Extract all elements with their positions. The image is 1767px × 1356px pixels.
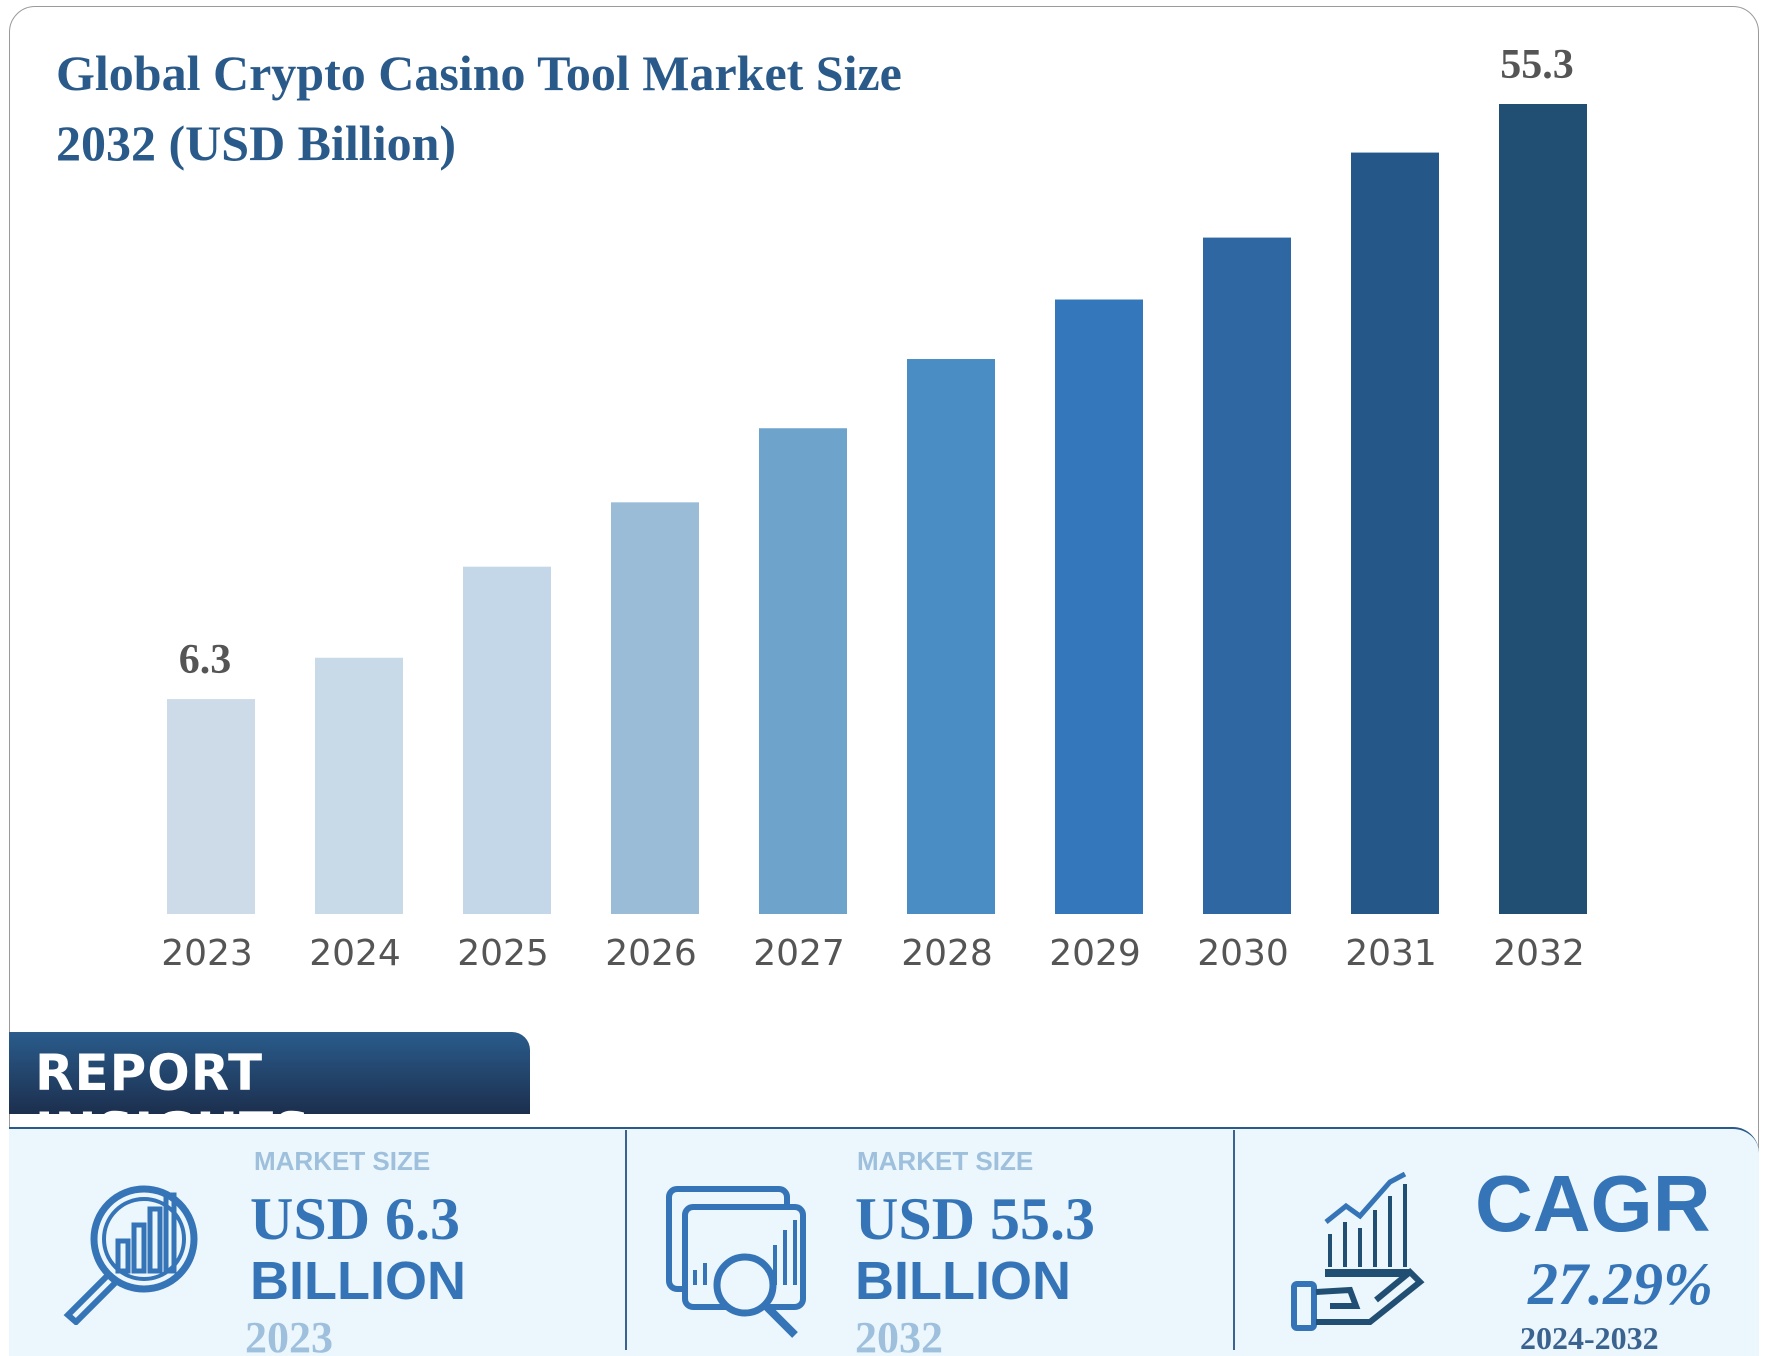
bar-2028 [907,359,995,915]
x-tick-label: 2026 [605,933,697,974]
x-tick-label: 2027 [753,933,845,974]
magnifier-chart-icon [63,1185,198,1325]
card-year: 2023 [245,1313,333,1356]
chart-title: Global Crypto Casino Tool Market Size 20… [56,38,902,178]
card-year: 2032 [855,1313,943,1356]
x-tick-label: 2023 [161,933,253,974]
bar-2029 [1055,299,1143,915]
data-label: 6.3 [179,637,232,683]
title-line-1: Global Crypto Casino Tool Market Size [56,45,902,101]
cagr-value: 27.29% [1528,1251,1713,1317]
browser-analytics-icon [666,1186,806,1338]
x-tick-label: 2025 [457,933,549,974]
report-insights-tab: REPORT INSIGHTS [9,1032,530,1160]
data-label: 55.3 [1500,42,1574,88]
card-label: MARKET SIZE [857,1146,1034,1176]
card-label: MARKET SIZE [254,1146,431,1176]
bar-2026 [611,502,699,914]
card-unit: BILLION [250,1251,466,1311]
cagr-period: 2024-2032 [1520,1320,1659,1356]
bar-2025 [463,566,551,914]
title-line-2: 2032 (USD Billion) [56,115,457,171]
x-tick-label: 2024 [309,933,401,974]
divider [1233,1130,1235,1350]
card-value: USD 55.3 [855,1186,1096,1252]
x-tick-label: 2032 [1493,933,1585,974]
bar-chart: 2023 6.3 2024 2025 2026 2027 2028 2029 2030 2031 2… [161,42,1587,974]
insights-panel [9,1127,1759,1356]
bar-2031 [1351,152,1439,915]
bar-2027 [759,428,847,914]
card-frame [9,6,1759,1356]
x-tick-label: 2029 [1049,933,1141,974]
bar-2032 [1499,104,1587,914]
x-tick-label: 2030 [1197,933,1289,974]
hand-growth-chart-icon [1291,1172,1425,1331]
cagr-label: CAGR [1475,1159,1711,1248]
x-tick-label: 2028 [901,933,993,974]
card-value: USD 6.3 [250,1186,461,1252]
x-tick-label: 2031 [1345,933,1437,974]
bar-2024 [315,657,403,914]
divider [625,1130,627,1350]
bar-2030 [1203,237,1291,915]
card-unit: BILLION [855,1251,1071,1311]
bar-2023 [167,699,255,914]
